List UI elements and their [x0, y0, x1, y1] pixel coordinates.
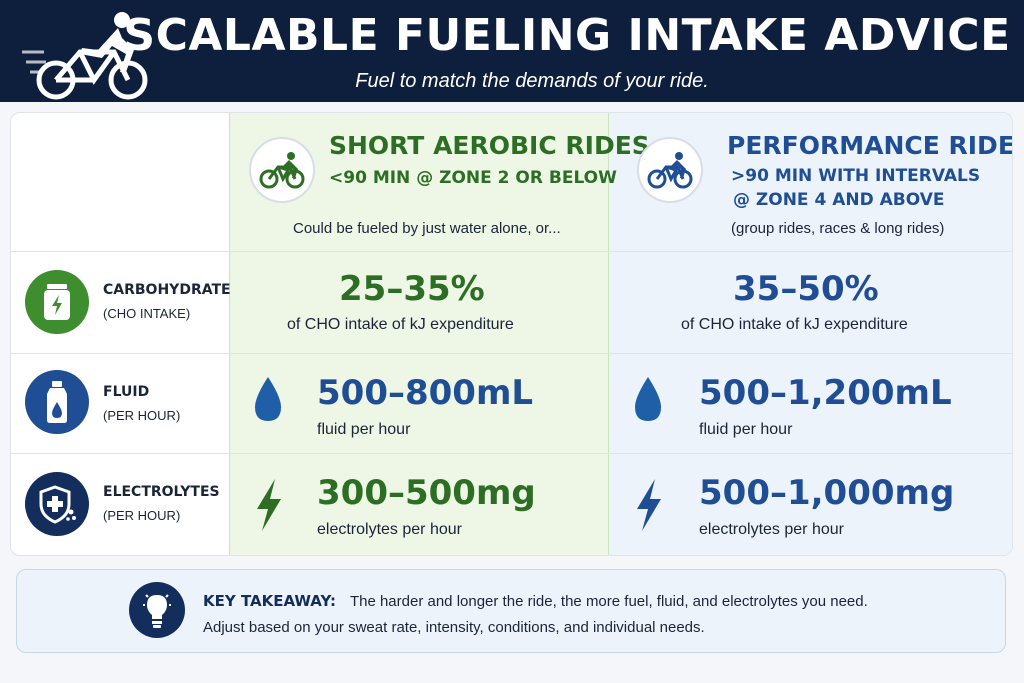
carbohydrate-sublabel: (CHO INTAKE) [103, 306, 191, 321]
performance-carbohydrate-desc: of CHO intake of kJ expenditure [681, 316, 908, 333]
row-divider [11, 251, 1012, 252]
cyclist-icon [22, 12, 148, 100]
takeaway-line-1: KEY TAKEAWAY: The harder and longer the … [203, 592, 868, 610]
comparison-table: SHORT AEROBIC RIDES <90 MIN @ ZONE 2 OR … [10, 112, 1013, 556]
row-divider [11, 353, 1012, 354]
short-rides-title: SHORT AEROBIC RIDES [329, 131, 650, 160]
performance-rides-title: PERFORMANCE RIDES [727, 131, 1013, 160]
short-carbohydrate-value: 25–35% [339, 269, 485, 309]
performance-carbohydrate-value: 35–50% [733, 269, 879, 309]
short-rides-note: Could be fueled by just water alone, or.… [293, 220, 561, 237]
performance-rides-detail-2: @ ZONE 4 AND ABOVE [733, 190, 945, 210]
short-fluid-value: 500–800mL [317, 373, 534, 413]
water-bottle-icon [25, 370, 89, 434]
short-rides-detail: <90 MIN @ ZONE 2 OR BELOW [329, 168, 617, 188]
lightbulb-icon [129, 582, 185, 638]
short-electrolytes-value: 300–500mg [317, 473, 536, 513]
electrolytes-row-label: ELECTROLYTES (PER HOUR) [11, 453, 229, 555]
takeaway-text-1: The harder and longer the ride, the more… [349, 593, 868, 610]
carbohydrate-row-label: CARBOHYDRATE (CHO INTAKE) [11, 251, 231, 353]
electrolytes-sublabel: (PER HOUR) [103, 508, 181, 523]
performance-rides-detail-1: >90 MIN WITH INTERVALS [731, 166, 981, 186]
performance-rides-header: PERFORMANCE RIDES >90 MIN WITH INTERVALS… [609, 113, 1013, 251]
fluid-sublabel: (PER HOUR) [103, 408, 181, 423]
performance-fluid-desc: fluid per hour [699, 421, 793, 438]
takeaway-text-2: Adjust based on your sweat rate, intensi… [203, 619, 705, 636]
shield-plus-icon [25, 472, 89, 536]
performance-electrolytes-value: 500–1,000mg [699, 473, 955, 513]
energy-gel-icon [25, 270, 89, 334]
short-rides-header: SHORT AEROBIC RIDES <90 MIN @ ZONE 2 OR … [229, 113, 650, 251]
green-cyclist-icon [249, 137, 315, 203]
performance-fluid-value: 500–1,200mL [699, 373, 952, 413]
page-title: SCALABLE FUELING INTAKE ADVICE [123, 10, 1011, 61]
short-electrolytes-desc: electrolytes per hour [317, 521, 462, 538]
carbohydrate-label: CARBOHYDRATE [103, 282, 231, 298]
performance-rides-note: (group rides, races & long rides) [731, 220, 945, 237]
electrolytes-label: ELECTROLYTES [103, 484, 220, 500]
blue-cyclist-icon [637, 137, 703, 203]
page-subtitle: Fuel to match the demands of your ride. [355, 70, 709, 92]
green-lightning-icon [257, 479, 281, 531]
header-banner: SCALABLE FUELING INTAKE ADVICE Fuel to m… [0, 0, 1024, 102]
short-fluid-desc: fluid per hour [317, 421, 411, 438]
key-takeaway-box: KEY TAKEAWAY: The harder and longer the … [16, 569, 1006, 653]
blue-water-drop-icon [635, 377, 661, 421]
fluid-row-label: FLUID (PER HOUR) [11, 353, 229, 453]
row-divider [11, 453, 1012, 454]
fluid-label: FLUID [103, 384, 150, 400]
green-water-drop-icon [255, 377, 281, 421]
performance-electrolytes-desc: electrolytes per hour [699, 521, 844, 538]
short-carbohydrate-desc: of CHO intake of kJ expenditure [287, 316, 514, 333]
blue-lightning-icon [637, 479, 661, 531]
takeaway-heading: KEY TAKEAWAY: [203, 592, 337, 610]
